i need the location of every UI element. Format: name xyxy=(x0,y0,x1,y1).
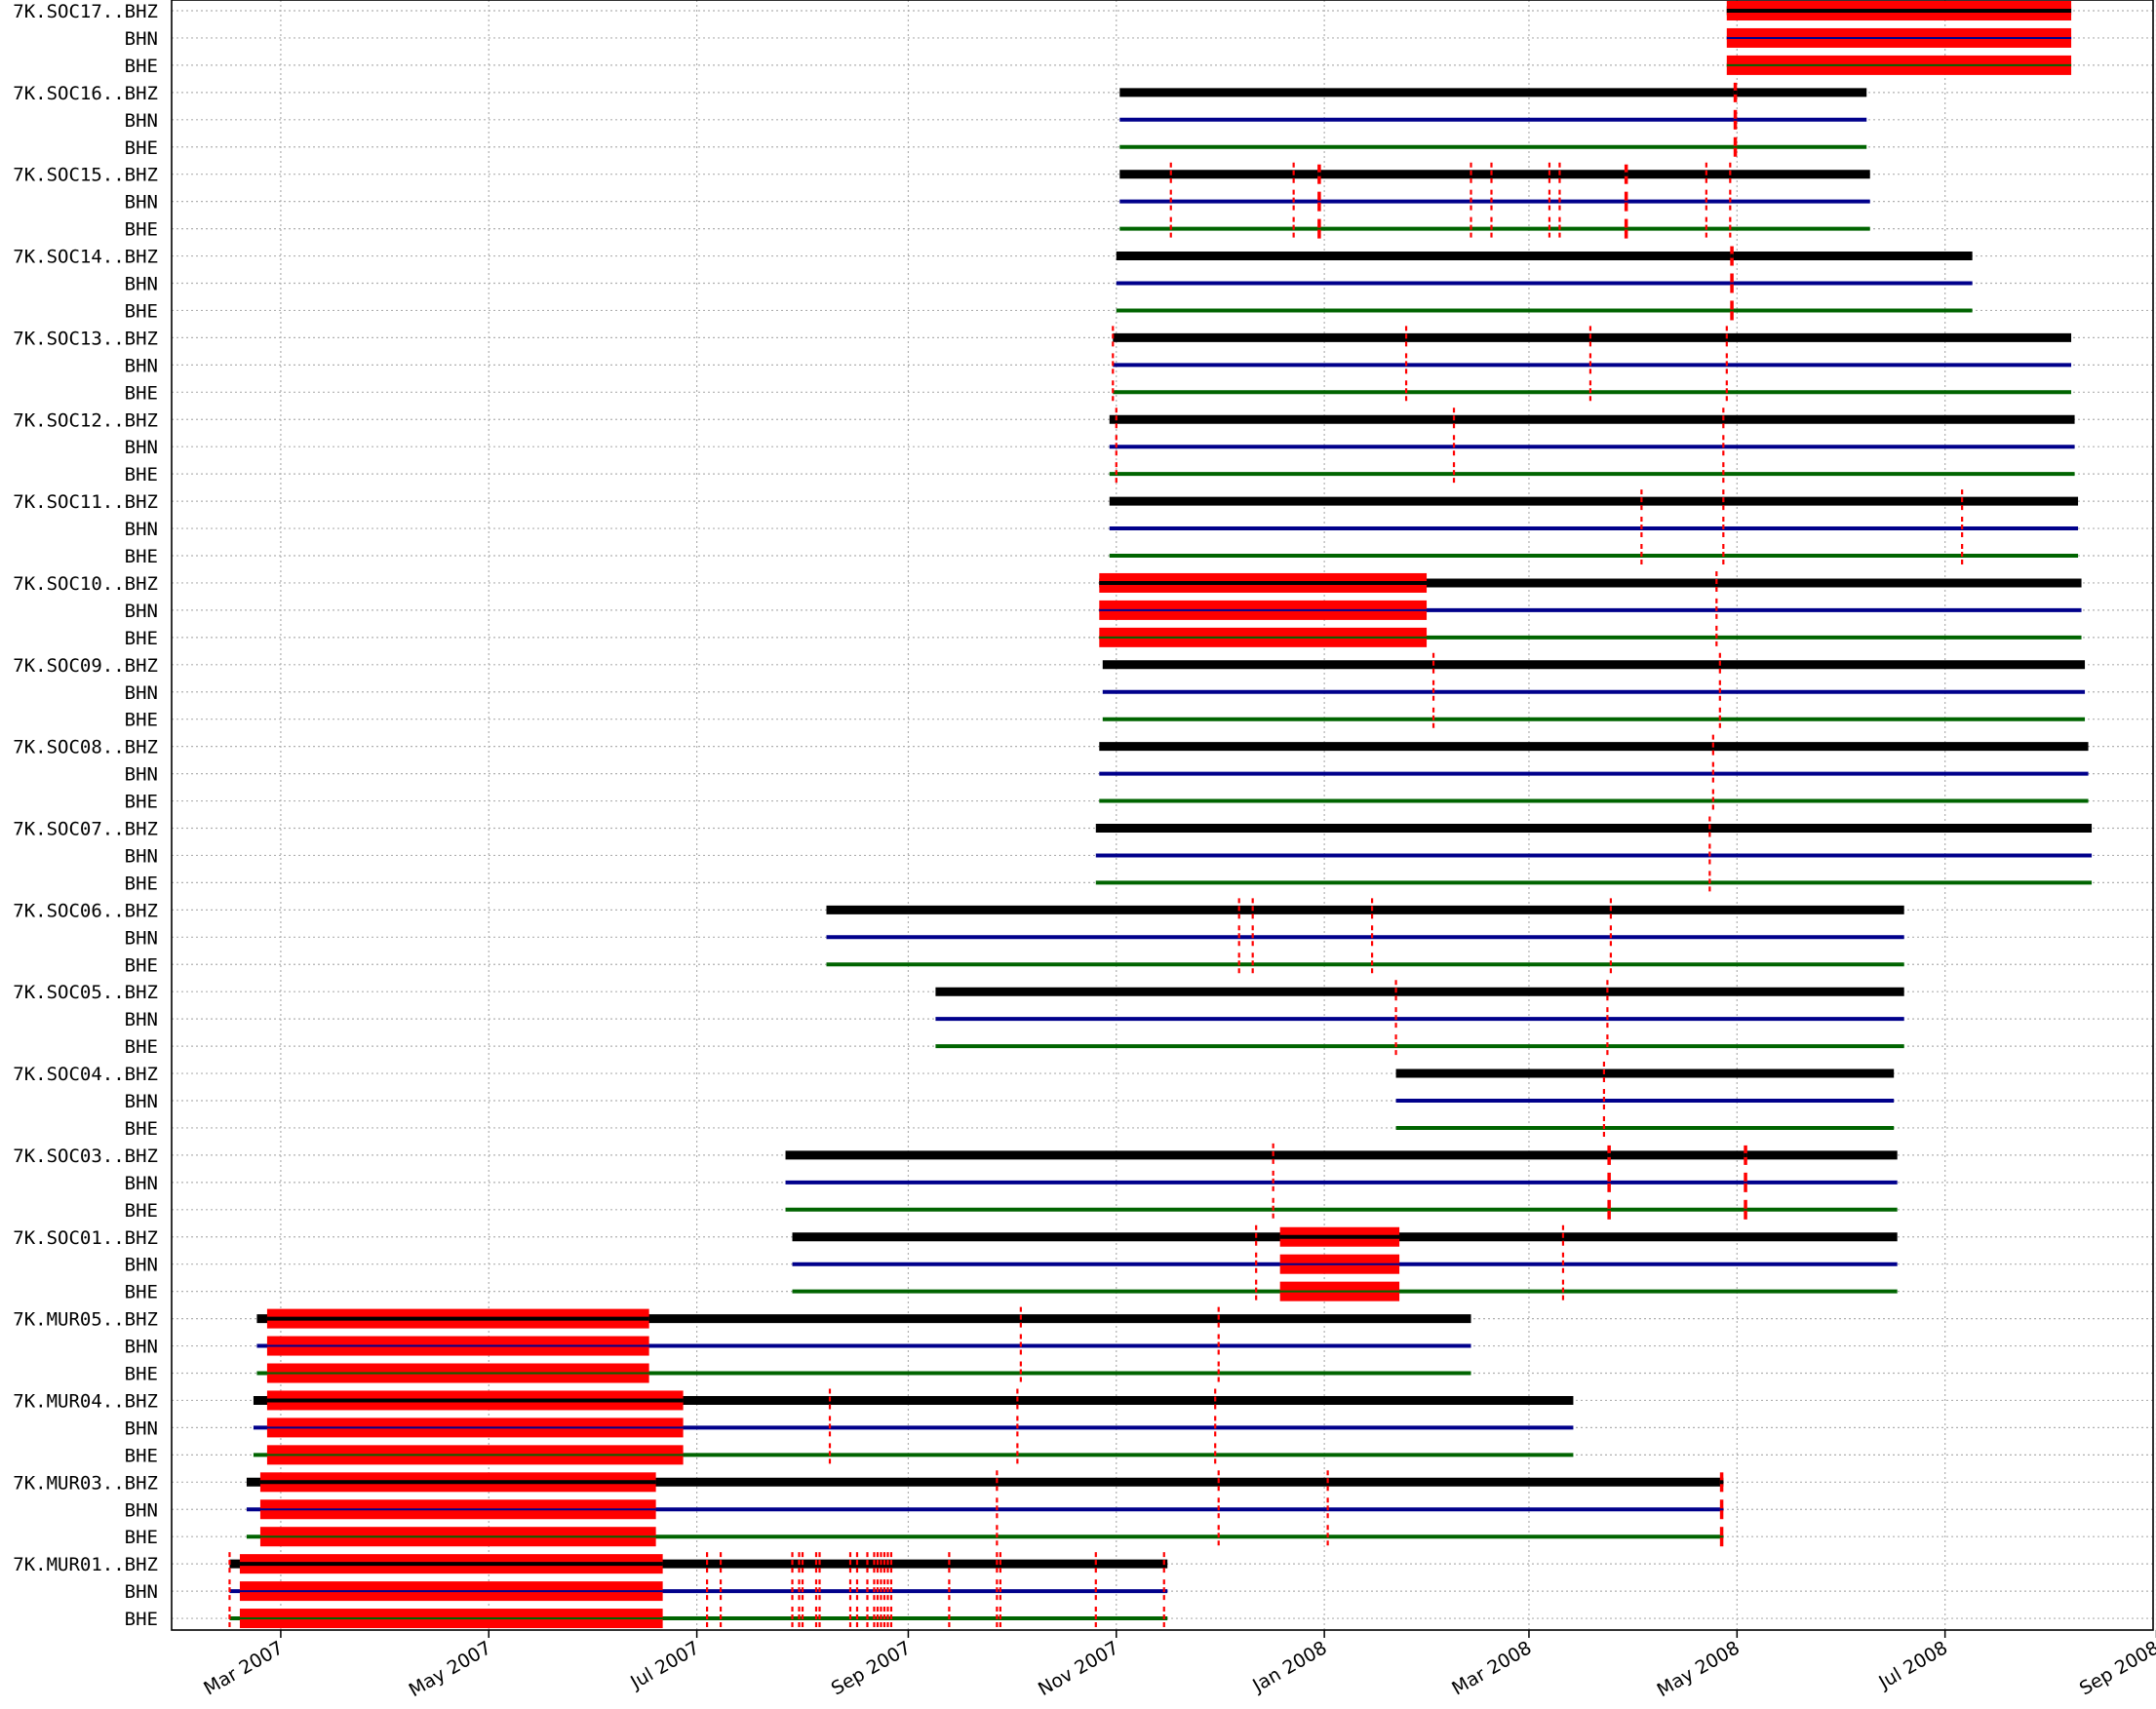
channel-label: BHE xyxy=(125,546,158,567)
gap-marks xyxy=(228,1,2072,1631)
x-tick-label: Jan 2008 xyxy=(1248,1637,1330,1696)
channel-label: BHE xyxy=(125,1282,158,1303)
channel-label: BHE xyxy=(125,1200,158,1222)
channel-label: BHN xyxy=(125,192,158,214)
channel-label: BHE xyxy=(125,873,158,894)
channel-label: 7K.SOC04..BHZ xyxy=(13,1064,158,1085)
channel-label: 7K.SOC12..BHZ xyxy=(13,409,158,431)
x-tick-label: Jul 2007 xyxy=(626,1637,703,1693)
channel-label: BHE xyxy=(125,954,158,976)
channel-label: 7K.MUR05..BHZ xyxy=(13,1309,158,1331)
channel-label: BHE xyxy=(125,1527,158,1548)
channel-label: BHE xyxy=(125,628,158,649)
channel-label: 7K.SOC09..BHZ xyxy=(13,655,158,677)
channel-label: 7K.SOC03..BHZ xyxy=(13,1146,158,1167)
channel-label: BHE xyxy=(125,137,158,159)
plot-frame xyxy=(171,0,2154,1631)
availability-bars xyxy=(229,6,2093,1621)
x-axis-ticks: Mar 2007 May 2007 Jul 2007 Sep 2007 Nov 2007… xyxy=(200,1630,2156,1701)
channel-label: 7K.SOC07..BHZ xyxy=(13,819,158,840)
channel-label: BHE xyxy=(125,1364,158,1385)
channel-label: BHE xyxy=(125,300,158,322)
x-tick-label: Mar 2008 xyxy=(1448,1637,1535,1699)
channel-label: 7K.SOC13..BHZ xyxy=(13,328,158,349)
x-tick-label: Sep 2008 xyxy=(2076,1637,2156,1699)
channel-label: BHE xyxy=(125,1118,158,1140)
channel-label: BHN xyxy=(125,682,158,704)
channel-label: BHN xyxy=(125,1173,158,1194)
x-tick-label: May 2007 xyxy=(406,1637,495,1701)
x-tick-label: Sep 2007 xyxy=(828,1637,915,1699)
channel-label: 7K.MUR03..BHZ xyxy=(13,1472,158,1494)
channel-label: BHN xyxy=(125,274,158,295)
x-tick-label: Mar 2007 xyxy=(200,1637,287,1699)
channel-label: 7K.MUR04..BHZ xyxy=(13,1390,158,1412)
channel-label: 7K.SOC10..BHZ xyxy=(13,573,158,595)
channel-label: BHN xyxy=(125,764,158,786)
channel-label: 7K.SOC17..BHZ xyxy=(13,1,158,22)
channel-labels: 7K.SOC17..BHZ BHN BHE 7K.SOC16..BHZ BHN BHE 7K… xyxy=(13,1,158,1630)
channel-label: BHE xyxy=(125,1445,158,1466)
channel-label: BHE xyxy=(125,464,158,486)
grid-lines xyxy=(172,0,2156,1630)
channel-label: BHN xyxy=(125,1418,158,1439)
x-tick-label: May 2008 xyxy=(1654,1637,1744,1701)
channel-label: 7K.SOC08..BHZ xyxy=(13,737,158,758)
channel-label: BHE xyxy=(125,219,158,241)
channel-label: BHN xyxy=(125,845,158,867)
channel-label: BHN xyxy=(125,355,158,376)
channel-label: 7K.SOC01..BHZ xyxy=(13,1227,158,1249)
channel-label: BHE xyxy=(125,382,158,404)
channel-label: BHE xyxy=(125,792,158,813)
channel-label: BHN xyxy=(125,601,158,622)
channel-label: BHN xyxy=(125,110,158,132)
channel-label: 7K.SOC06..BHZ xyxy=(13,900,158,921)
x-tick-label: Jul 2008 xyxy=(1874,1637,1951,1693)
channel-label: 7K.MUR01..BHZ xyxy=(13,1554,158,1575)
channel-label: 7K.SOC15..BHZ xyxy=(13,165,158,186)
channel-label: BHE xyxy=(125,710,158,731)
channel-label: BHE xyxy=(125,56,158,77)
channel-label: BHN xyxy=(125,1499,158,1521)
channel-label: BHN xyxy=(125,1581,158,1603)
channel-label: BHN xyxy=(125,1337,158,1358)
channel-label: BHE xyxy=(125,1036,158,1058)
channel-label: BHE xyxy=(125,1609,158,1630)
channel-label: BHN xyxy=(125,927,158,949)
channel-label: 7K.SOC16..BHZ xyxy=(13,83,158,104)
channel-label: BHN xyxy=(125,28,158,50)
channel-label: 7K.SOC14..BHZ xyxy=(13,247,158,268)
channel-label: 7K.SOC05..BHZ xyxy=(13,982,158,1003)
channel-label: BHN xyxy=(125,437,158,458)
channel-label: 7K.SOC11..BHZ xyxy=(13,491,158,513)
channel-label: BHN xyxy=(125,1009,158,1030)
x-tick-label: Nov 2007 xyxy=(1035,1637,1122,1700)
channel-label: BHN xyxy=(125,519,158,540)
channel-label: BHN xyxy=(125,1255,158,1276)
channel-label: BHN xyxy=(125,1091,158,1112)
